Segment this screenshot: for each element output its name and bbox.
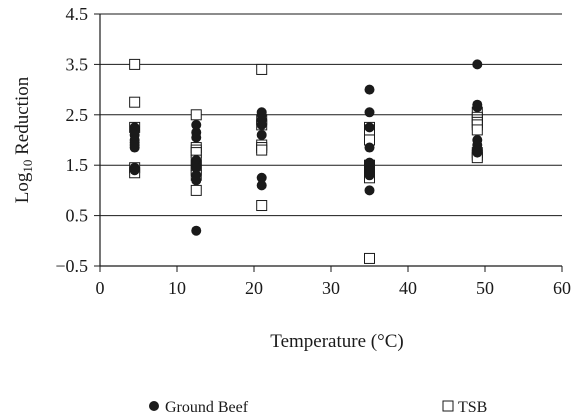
y-tick-label: 3.5 <box>66 54 89 74</box>
x-tick-label: 50 <box>476 278 494 298</box>
y-axis-title-rest: Reduction <box>12 76 33 159</box>
ground-beef-point <box>191 175 202 186</box>
tsb-point <box>129 58 141 70</box>
tsb-point <box>256 63 268 75</box>
tsb-point <box>471 124 483 136</box>
ground-beef-point <box>364 142 375 153</box>
y-axis-title-main: Log <box>12 172 33 203</box>
legend-label-ground-beef: Ground Beef <box>165 399 249 416</box>
ground-beef-point <box>364 107 375 118</box>
tsb-point <box>190 184 202 196</box>
ground-beef-point <box>472 147 483 158</box>
y-axis-title: Log10 Reduction <box>12 76 35 203</box>
x-tick-label: 20 <box>245 278 263 298</box>
ground-beef-point <box>191 119 202 130</box>
tsb-point <box>364 252 375 264</box>
ground-beef-point <box>191 162 202 173</box>
x-tick-label: 10 <box>168 278 186 298</box>
y-tick-label: 4.5 <box>66 4 89 24</box>
x-tick-labels: 0 10 20 30 40 50 60 <box>96 266 571 298</box>
tsb-point <box>256 200 268 212</box>
ground-beef-point <box>364 185 375 196</box>
ground-beef-point <box>364 122 375 133</box>
gridlines <box>100 13 562 217</box>
ground-beef-point <box>256 119 267 130</box>
ground-beef-point <box>191 132 202 143</box>
ground-beef-point <box>191 225 202 236</box>
tsb-point <box>256 144 268 156</box>
x-tick-label: 40 <box>399 278 417 298</box>
y-tick-labels: −0.5 0.5 1.5 2.5 3.5 4.5 <box>55 4 100 276</box>
x-axis-title: Temperature (°C) <box>270 331 403 352</box>
data-points <box>129 58 483 264</box>
x-tick-label: 30 <box>322 278 340 298</box>
x-tick-label: 0 <box>96 278 105 298</box>
tsb-point <box>129 96 141 108</box>
tsb-point <box>190 109 202 121</box>
x-tick-label: 60 <box>553 278 571 298</box>
legend-label-tsb: TSB <box>458 399 487 416</box>
ground-beef-point <box>256 180 267 191</box>
y-tick-label: −0.5 <box>55 256 88 276</box>
ground-beef-point <box>364 170 375 181</box>
y-tick-label: 1.5 <box>66 155 89 175</box>
legend: Ground Beef TSB <box>149 399 487 416</box>
y-axis-title-subscript: 10 <box>20 160 35 173</box>
legend-marker-tsb <box>442 400 454 412</box>
ground-beef-point <box>364 84 375 95</box>
ground-beef-point <box>256 172 267 183</box>
legend-marker-ground-beef <box>149 401 159 411</box>
ground-beef-point <box>129 165 140 176</box>
ground-beef-point <box>129 142 140 153</box>
y-tick-label: 0.5 <box>66 206 89 226</box>
ground-beef-point <box>472 102 483 113</box>
axes <box>99 14 562 267</box>
y-tick-label: 2.5 <box>66 105 89 125</box>
ground-beef-point <box>472 59 483 70</box>
ground-beef-point <box>256 129 267 140</box>
